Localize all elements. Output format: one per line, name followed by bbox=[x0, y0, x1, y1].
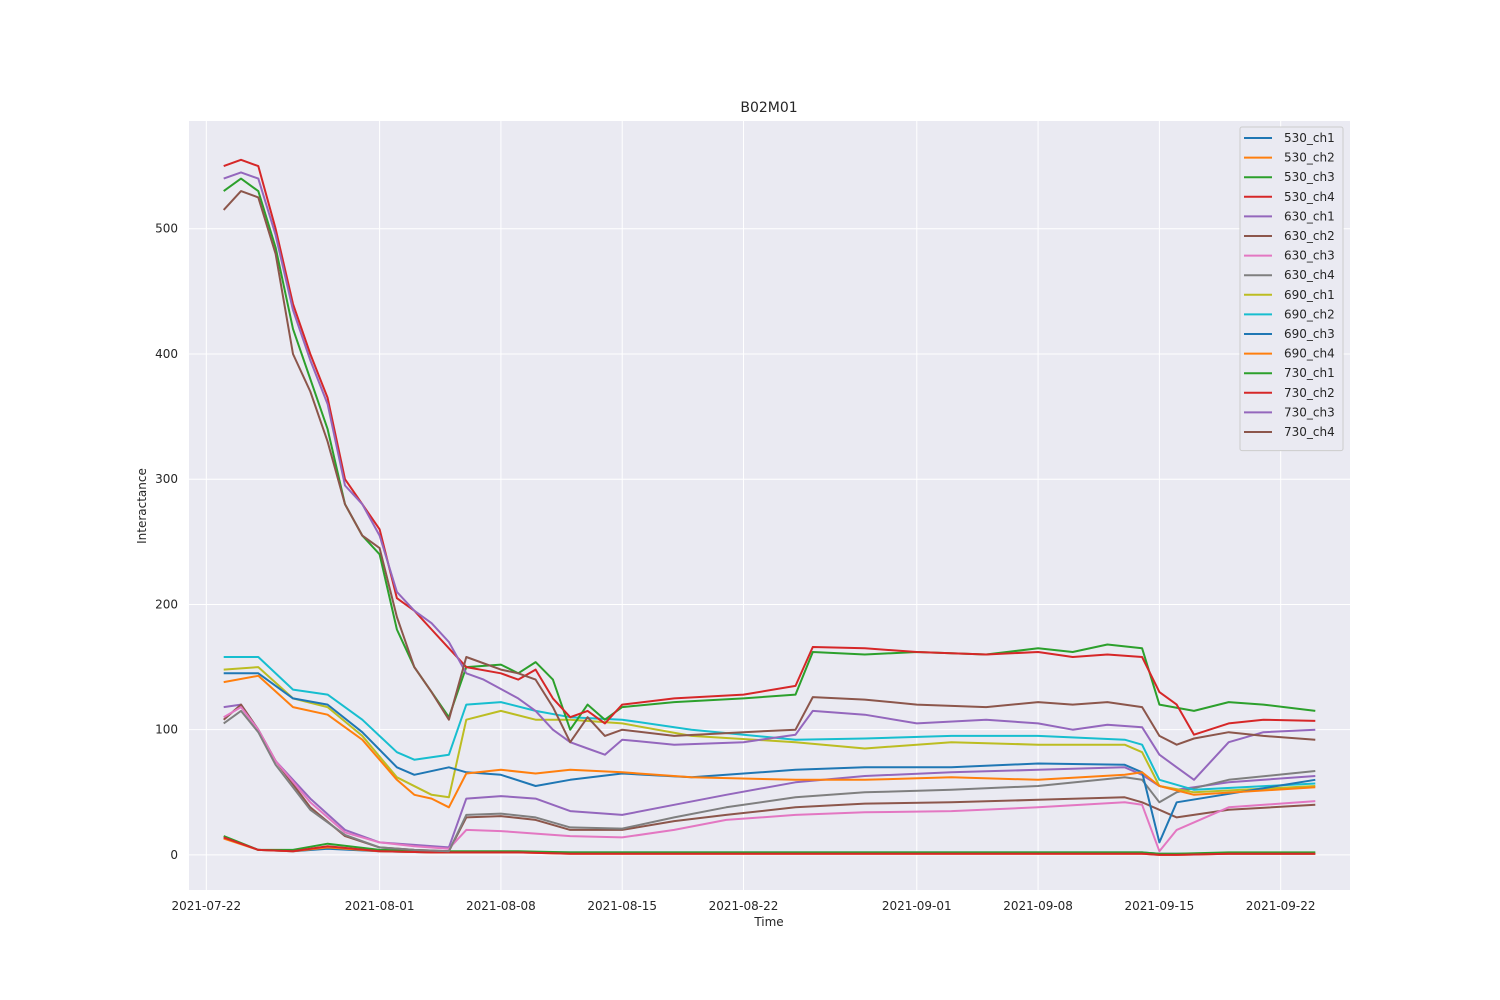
legend-entry: 530_ch4 bbox=[1284, 190, 1335, 204]
legend-entry: 630_ch2 bbox=[1284, 229, 1335, 243]
legend-box bbox=[1239, 126, 1344, 452]
series-layer bbox=[222, 158, 1316, 856]
y-tick-label: 400 bbox=[155, 347, 178, 361]
series-line-730_ch4 bbox=[222, 190, 1316, 746]
y-tick-label: 0 bbox=[170, 848, 178, 862]
series-line-730_ch2 bbox=[223, 158, 1316, 736]
y-axis-label: Interactance bbox=[135, 468, 149, 544]
legend-entry: 530_ch2 bbox=[1284, 151, 1335, 165]
x-tick-label: 2021-08-22 bbox=[709, 899, 779, 913]
series-line-630_ch4 bbox=[223, 709, 1316, 853]
legend-entry: 530_ch3 bbox=[1284, 170, 1335, 184]
x-axis-ticks: 2021-07-22 2021-08-01 2021-08-08 2021-08-15… bbox=[171, 899, 1315, 913]
legend-entry: 630_ch1 bbox=[1284, 209, 1335, 223]
x-tick-label: 2021-08-08 bbox=[466, 899, 536, 913]
legend-entry: 730_ch2 bbox=[1284, 386, 1335, 400]
series-line-690_ch4 bbox=[223, 674, 1316, 809]
x-tick-label: 2021-08-01 bbox=[345, 899, 415, 913]
series-line-530_ch4 bbox=[223, 836, 1316, 856]
legend-entry: 530_ch1 bbox=[1284, 131, 1335, 145]
legend-entry: 630_ch3 bbox=[1284, 249, 1335, 263]
legend: 530_ch1 530_ch2 530_ch3 530_ch4 630_ch1 630_c… bbox=[1239, 126, 1344, 452]
x-tick-label: 2021-09-22 bbox=[1246, 899, 1316, 913]
x-tick-label: 2021-09-01 bbox=[882, 899, 952, 913]
legend-entry: 690_ch4 bbox=[1284, 347, 1335, 361]
legend-entry: 630_ch4 bbox=[1284, 268, 1335, 282]
y-tick-label: 500 bbox=[155, 222, 178, 236]
x-tick-label: 2021-08-15 bbox=[587, 899, 657, 913]
x-axis-label: Time bbox=[753, 915, 783, 929]
x-tick-label: 2021-07-22 bbox=[171, 899, 241, 913]
y-axis-ticks: 0 100 200 300 400 500 bbox=[155, 222, 178, 862]
legend-entry: 690_ch2 bbox=[1284, 307, 1335, 321]
legend-entry: 690_ch3 bbox=[1284, 327, 1335, 341]
series-line-730_ch1 bbox=[223, 177, 1316, 731]
legend-entry: 730_ch1 bbox=[1284, 366, 1335, 380]
legend-entry: 730_ch4 bbox=[1284, 425, 1335, 439]
series-line-530_ch3 bbox=[223, 835, 1316, 855]
y-tick-label: 100 bbox=[155, 723, 178, 737]
series-line-630_ch3 bbox=[223, 706, 1316, 853]
x-tick-label: 2021-09-08 bbox=[1003, 899, 1073, 913]
y-tick-label: 300 bbox=[155, 472, 178, 486]
series-line-630_ch2 bbox=[223, 703, 1316, 853]
series-line-690_ch1 bbox=[223, 666, 1316, 799]
y-tick-label: 200 bbox=[155, 597, 178, 611]
chart-title: B02M01 bbox=[740, 100, 797, 116]
legend-entry: 690_ch1 bbox=[1284, 288, 1335, 302]
series-line-730_ch3 bbox=[223, 171, 1316, 781]
series-line-690_ch3 bbox=[223, 672, 1316, 844]
x-tick-label: 2021-09-15 bbox=[1125, 899, 1195, 913]
legend-entry: 730_ch3 bbox=[1284, 405, 1335, 419]
